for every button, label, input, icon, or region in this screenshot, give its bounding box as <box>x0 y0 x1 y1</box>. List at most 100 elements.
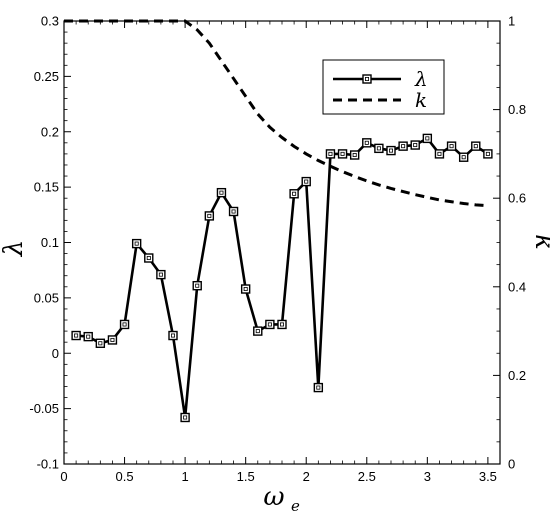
legend-box <box>322 59 445 115</box>
data-point-lambda-inner <box>207 213 212 218</box>
data-point-lambda-inner <box>473 144 478 149</box>
data-point-lambda-inner <box>449 144 454 149</box>
data-point-lambda-inner <box>170 333 175 338</box>
data-point-lambda-inner <box>340 151 345 156</box>
y-right-tick-label: 0.8 <box>508 102 526 117</box>
y-right-tick-label: 1 <box>508 14 515 29</box>
y-right-tick-label: 0.2 <box>508 368 526 383</box>
data-point-lambda <box>253 326 263 336</box>
data-point-lambda-inner <box>461 155 466 160</box>
x-tick-label: 0.5 <box>116 469 134 484</box>
x-tick-label: 2.5 <box>358 469 376 484</box>
data-point-lambda <box>483 149 493 159</box>
data-point-lambda <box>156 269 166 280</box>
data-point-lambda <box>422 133 433 144</box>
data-point-lambda <box>386 145 396 156</box>
data-point-lambda-inner <box>413 143 418 148</box>
data-point-lambda <box>398 141 408 151</box>
x-axis-label: ω <box>263 482 284 512</box>
y-left-tick-label: -0.05 <box>29 401 59 416</box>
data-point-lambda-inner <box>316 385 321 390</box>
data-point-lambda <box>301 176 311 187</box>
data-point-lambda-inner <box>304 179 309 184</box>
data-point-lambda-inner <box>195 283 200 288</box>
x-tick-label: 3 <box>424 469 431 484</box>
data-point-lambda <box>168 330 178 341</box>
series-line-k <box>64 19 488 208</box>
data-point-lambda-inner <box>401 144 406 149</box>
data-point-lambda <box>458 152 469 162</box>
y-right-tick-label: 0 <box>508 457 515 472</box>
legend-label-lambda: λ <box>414 67 428 91</box>
series-line-lambda <box>75 137 489 419</box>
legend-marker-lambda-inner <box>364 77 369 82</box>
data-point-lambda <box>374 143 384 154</box>
data-point-lambda <box>95 338 106 348</box>
x-axis-label-subscript: e <box>291 497 300 515</box>
data-point-lambda <box>325 149 336 159</box>
data-point-lambda-inner <box>231 209 236 214</box>
x-tick-label: 0 <box>60 469 67 484</box>
y-left-tick-label: 0.3 <box>41 14 59 29</box>
legend-label-k: k <box>415 88 427 112</box>
data-point-lambda-inner <box>255 329 260 334</box>
data-point-lambda-inner <box>122 322 127 327</box>
data-point-lambda <box>446 141 457 151</box>
data-point-lambda <box>228 206 239 217</box>
data-point-lambda-inner <box>219 190 224 195</box>
x-tick-label: 1.5 <box>237 469 255 484</box>
data-point-lambda <box>144 253 154 263</box>
data-point-lambda-inner <box>146 256 151 261</box>
y-left-tick-label: -0.1 <box>37 457 59 472</box>
legend: λk <box>322 59 445 115</box>
data-point-lambda <box>216 187 227 198</box>
data-point-lambda <box>434 149 445 159</box>
data-point-lambda-inner <box>352 153 357 158</box>
data-point-lambda-inner <box>267 322 272 327</box>
data-point-lambda-inner <box>292 191 297 196</box>
data-point-lambda <box>471 141 481 151</box>
plot-area <box>64 19 493 423</box>
axes: 0 0.5 1 1.5 2 2.5 3 3.5 -0.1 -0.05 0 0.05 0.1 0.15 0.2… <box>0 14 550 516</box>
y-left-tick-label: 0.25 <box>34 69 59 84</box>
data-point-lambda-inner <box>388 148 393 153</box>
data-point-lambda-inner <box>86 334 91 339</box>
data-point-lambda <box>349 150 360 160</box>
data-point-lambda-inner <box>364 140 369 145</box>
y-left-tick-label: 0.1 <box>41 235 59 250</box>
data-point-lambda <box>410 140 420 150</box>
x-tick-label: 2 <box>303 469 310 484</box>
data-point-lambda-inner <box>158 272 163 277</box>
data-point-lambda <box>240 284 251 294</box>
x-tick-label: 1 <box>181 469 188 484</box>
data-point-lambda-inner <box>243 287 248 292</box>
data-point-lambda <box>83 331 93 342</box>
data-point-lambda <box>131 238 142 249</box>
data-point-lambda-inner <box>425 136 430 141</box>
data-point-lambda-inner <box>183 415 188 420</box>
x-tick-label: 3.5 <box>479 469 497 484</box>
y-right-tick-label: 0.4 <box>508 279 526 294</box>
data-point-lambda-inner <box>437 151 442 156</box>
y-left-tick-label: 0.15 <box>34 180 59 195</box>
data-point-lambda-inner <box>485 151 490 156</box>
data-point-lambda <box>362 138 372 148</box>
data-point-lambda <box>119 319 130 330</box>
y-left-tick-label: 0.2 <box>41 124 59 139</box>
y-left-tick-label: 0.05 <box>34 290 59 305</box>
data-point-lambda <box>313 382 324 393</box>
data-point-lambda-inner <box>98 341 103 346</box>
data-point-lambda <box>71 330 81 341</box>
data-point-lambda-inner <box>74 333 79 338</box>
data-point-lambda <box>277 319 287 330</box>
data-point-lambda-inner <box>328 151 333 156</box>
data-point-lambda <box>107 335 118 345</box>
data-point-lambda <box>180 412 190 423</box>
data-point-lambda <box>265 319 275 330</box>
data-point-lambda <box>204 211 215 221</box>
data-point-lambda <box>192 280 202 291</box>
data-point-lambda-inner <box>134 241 139 246</box>
y-right-tick-label: 0.6 <box>508 191 526 206</box>
data-point-lambda <box>289 189 299 199</box>
